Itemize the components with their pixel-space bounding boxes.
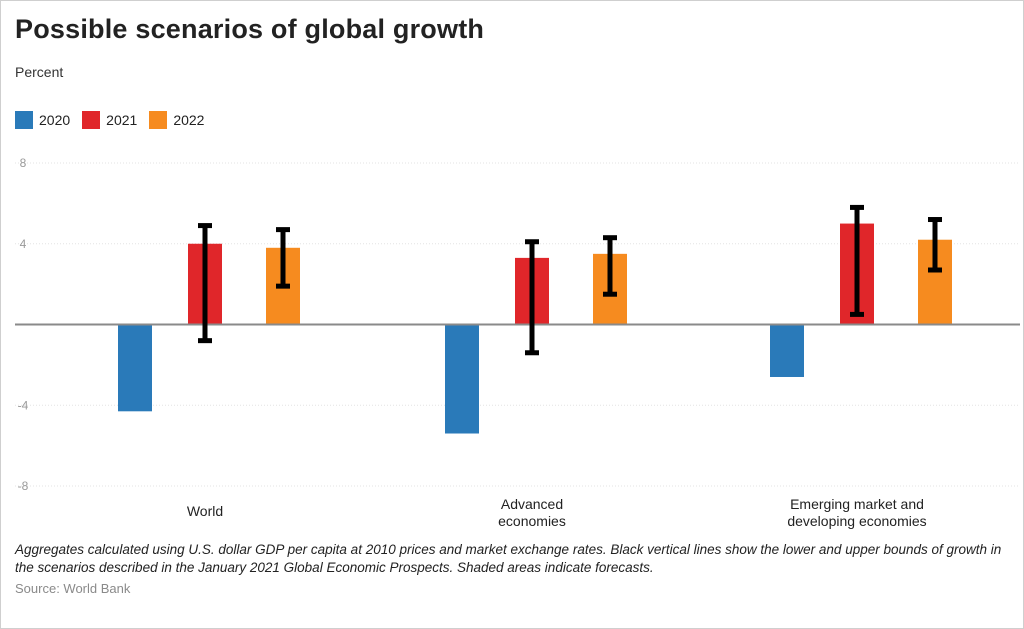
category-label: economies [498, 513, 566, 529]
legend-item-2022: 2022 [149, 111, 204, 129]
legend-swatch-2022 [149, 111, 168, 129]
legend: 2020 2021 2022 [15, 111, 216, 129]
legend-item-2020: 2020 [15, 111, 70, 129]
category-label: Advanced [501, 496, 563, 512]
bar-2020 [770, 324, 804, 377]
chart-title: Possible scenarios of global growth [15, 14, 485, 44]
bars [118, 223, 952, 434]
legend-item-2021: 2021 [82, 111, 137, 129]
bar-2020 [118, 324, 152, 412]
chart-note: Aggregates calculated using U.S. dollar … [15, 542, 1002, 575]
y-tick-label: -4 [18, 398, 29, 412]
y-tick-label: 4 [20, 237, 27, 251]
legend-label-2020: 2020 [39, 112, 71, 128]
category-label: Emerging market and [790, 496, 924, 512]
legend-swatch-2021 [82, 111, 101, 129]
y-tick-label: 8 [20, 156, 27, 170]
category-label: developing economies [787, 513, 926, 529]
source-text: Source: World Bank [15, 581, 131, 596]
category-label: World [187, 503, 223, 519]
legend-label-2021: 2021 [106, 112, 138, 128]
error-bars [198, 204, 942, 356]
y-tick-label: -8 [18, 479, 29, 493]
bar-2020 [445, 324, 479, 434]
legend-swatch-2020 [15, 111, 33, 129]
y-unit-label: Percent [15, 64, 64, 80]
legend-label-2022: 2022 [173, 112, 205, 128]
